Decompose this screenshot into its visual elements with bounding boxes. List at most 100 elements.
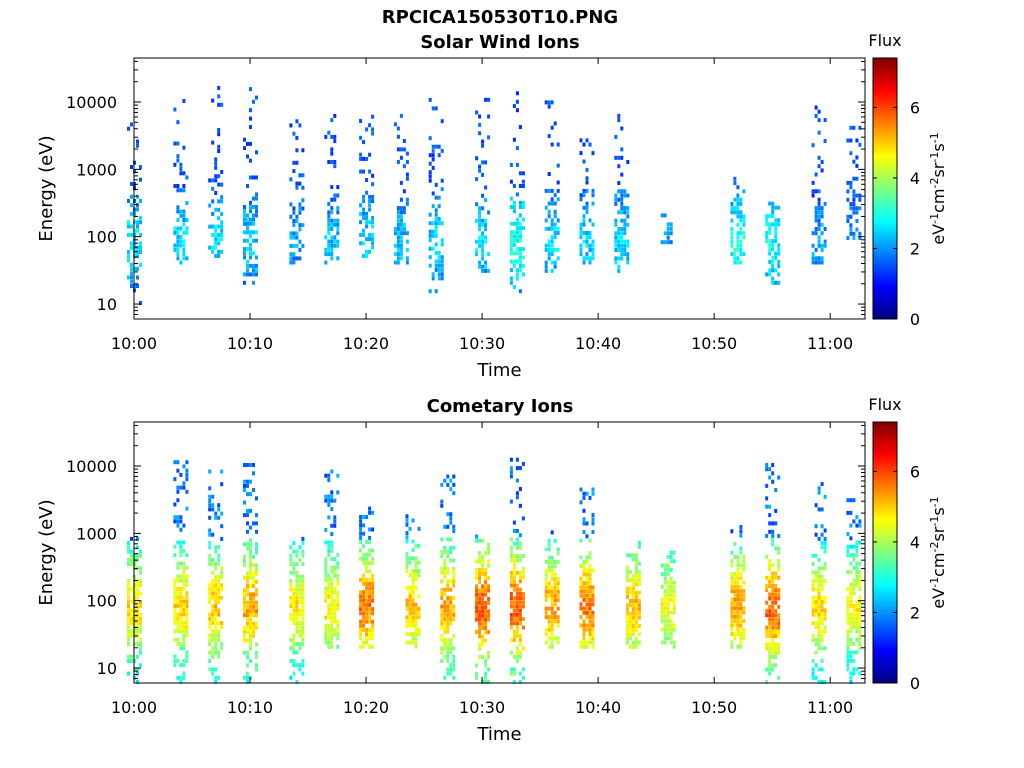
spectrogram-cell [588,581,592,585]
spectrogram-cell [336,607,340,612]
spectrogram-cell [289,243,293,248]
spectrogram-cell [292,633,296,638]
spectrogram-cell [588,538,592,543]
spectrogram-cell [585,243,589,248]
spectrogram-cell [136,139,139,144]
spectrogram-cell [136,579,139,583]
spectrogram-cell [220,469,224,474]
spectrogram-cell [449,520,453,525]
spectrogram-cell [243,563,246,568]
spectrogram-cell [512,608,516,613]
spectrogram-cell [405,564,409,569]
spectrogram-cell [634,594,638,599]
spectrogram-cell [324,260,328,265]
spectrogram-cell [176,141,180,146]
y-axis-label: Energy (eV) [36,135,57,241]
spectrogram-cell [173,578,177,583]
spectrogram-cell [478,571,482,576]
spectrogram-cell [484,576,488,581]
spectrogram-cell [414,611,418,616]
spectrogram-cell [440,537,444,542]
spectrogram-cell [777,596,781,601]
spectrogram-cell [301,612,305,617]
spectrogram-cell [553,564,557,569]
spectrogram-cell [330,603,334,608]
spectrogram-cell [509,205,513,209]
spectrogram-cell [550,615,554,620]
spectrogram-cell [295,595,299,600]
spectrogram-cell [585,231,589,235]
spectrogram-cell [487,252,491,257]
spectrogram-cell [428,161,432,166]
spectrogram-cell [518,642,522,647]
spectrogram-cell [730,201,734,206]
spectrogram-cell [736,627,740,632]
spectrogram-cell [475,588,479,593]
spectrogram-cell [452,529,456,533]
spectrogram-cell [669,619,673,624]
spectrogram-cell [440,570,444,575]
spectrogram-cell [478,227,482,232]
spectrogram-cell [855,637,859,642]
spectrogram-cell [399,227,403,231]
spectrogram-cell [330,607,334,612]
spectrogram-cell [246,655,249,659]
spectrogram-cell [771,205,775,210]
spectrogram-cell [365,224,369,229]
spectrogram-cell [777,264,781,269]
y-tick-label: 100 [86,228,117,247]
spectrogram-cell [858,125,862,130]
spectrogram-cell [817,507,821,512]
spectrogram-cell [855,599,859,604]
spectrogram-cell [631,586,635,591]
spectrogram-cell [509,583,513,588]
spectrogram-cell [211,570,215,575]
spectrogram-cell [437,153,441,158]
spectrogram-cell [512,221,516,226]
spectrogram-cell [736,559,740,564]
spectrogram-cell [855,544,859,549]
spectrogram-cell [443,629,447,634]
spectrogram-cell [371,611,375,616]
spectrogram-cell [243,554,246,559]
spectrogram-cell [292,223,296,228]
spectrogram-cell [368,561,372,565]
spectrogram-cell [771,280,775,285]
spectrogram-cell [292,659,296,663]
spectrogram-cell [663,580,667,585]
spectrogram-cell [544,243,548,248]
spectrogram-cell [414,569,418,573]
spectrogram-cell [591,201,595,206]
spectrogram-cell [823,243,827,248]
spectrogram-cell [301,637,305,642]
spectrogram-cell [817,637,821,642]
spectrogram-cell [585,534,589,539]
spectrogram-cell [739,632,743,636]
spectrogram-cell [739,252,743,257]
spectrogram-cell [478,609,482,614]
spectrogram-cell [820,566,824,571]
spectrogram-cell [136,203,139,208]
spectrogram-cell [371,590,375,595]
spectrogram-cell [579,235,583,240]
spectrogram-cell [136,629,139,634]
spectrogram-cell [742,567,746,572]
spectrogram-cell [130,562,133,567]
spectrogram-cell [434,216,438,221]
spectrogram-cell [330,134,334,139]
spectrogram-cell [220,574,224,579]
spectrogram-cell [399,218,403,223]
spectrogram-cell [672,623,676,628]
spectrogram-cell [588,576,592,581]
spectrogram-cell [217,207,221,212]
spectrogram-cell [475,177,479,182]
spectrogram-cell [449,663,453,668]
spectrogram-cell [434,208,438,213]
spectrogram-cell [846,180,850,185]
spectrogram-cell [544,577,548,581]
spectrogram-cell [487,680,491,684]
spectrogram-cell [777,272,781,277]
spectrogram-cell [820,545,824,550]
spectrogram-cell [255,642,258,647]
spectrogram-cell [333,565,337,570]
